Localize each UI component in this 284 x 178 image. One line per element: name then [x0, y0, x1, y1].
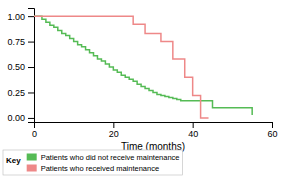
y-tick-label: 0.00 [7, 113, 25, 123]
legend-frame [3, 150, 183, 175]
x-tick-mark [113, 122, 114, 128]
x-tick: 60 [267, 122, 277, 139]
y-tick-label: 0.25 [7, 88, 25, 98]
legend-title: Key [6, 156, 21, 165]
y-tick-label: 0.50 [7, 62, 25, 72]
y-axis: 0.00 0.25 0.50 0.75 1.00 [7, 9, 34, 124]
y-tick-mark [28, 42, 34, 43]
x-tick: 40 [188, 122, 198, 139]
x-axis: 0 20 40 60 [32, 122, 278, 139]
legend-swatch [27, 165, 37, 172]
x-axis-line [35, 123, 273, 129]
y-tick-mark [28, 16, 34, 17]
legend-label: Patients who did not receive maintenance [41, 153, 180, 162]
x-tick-label: 20 [109, 129, 119, 139]
legend-swatch [27, 154, 37, 161]
y-tick: 0.50 [7, 62, 34, 72]
y-axis-line [28, 9, 35, 123]
legend: Key Patients who did not receive maintena… [3, 150, 183, 175]
y-tick-label: 0.75 [7, 37, 25, 47]
y-tick: 0.00 [7, 113, 34, 123]
y-tick-mark [28, 118, 34, 119]
legend-label: Patients who received maintenance [41, 164, 159, 173]
x-tick-label: 0 [32, 129, 37, 139]
x-tick-label: 40 [188, 129, 198, 139]
series-line [34, 16, 252, 115]
y-tick: 0.75 [7, 37, 34, 47]
series-line [34, 16, 209, 118]
plot-area: 0 20 40 60 0.00 0.25 0.50 0.75 1.00 [7, 9, 277, 140]
x-tick-mark [272, 122, 273, 128]
y-tick: 1.00 [7, 12, 34, 22]
series-group [34, 16, 252, 118]
x-tick: 0 [32, 122, 37, 139]
x-tick-mark [193, 122, 194, 128]
y-tick-mark [28, 67, 34, 68]
y-tick: 0.25 [7, 88, 34, 98]
x-tick: 20 [109, 122, 119, 139]
chart: 02040600.000.250.500.751.00Time (months)… [0, 0, 284, 178]
y-tick-label: 1.00 [7, 12, 25, 22]
y-tick-mark [28, 92, 34, 93]
x-tick-label: 60 [267, 129, 277, 139]
